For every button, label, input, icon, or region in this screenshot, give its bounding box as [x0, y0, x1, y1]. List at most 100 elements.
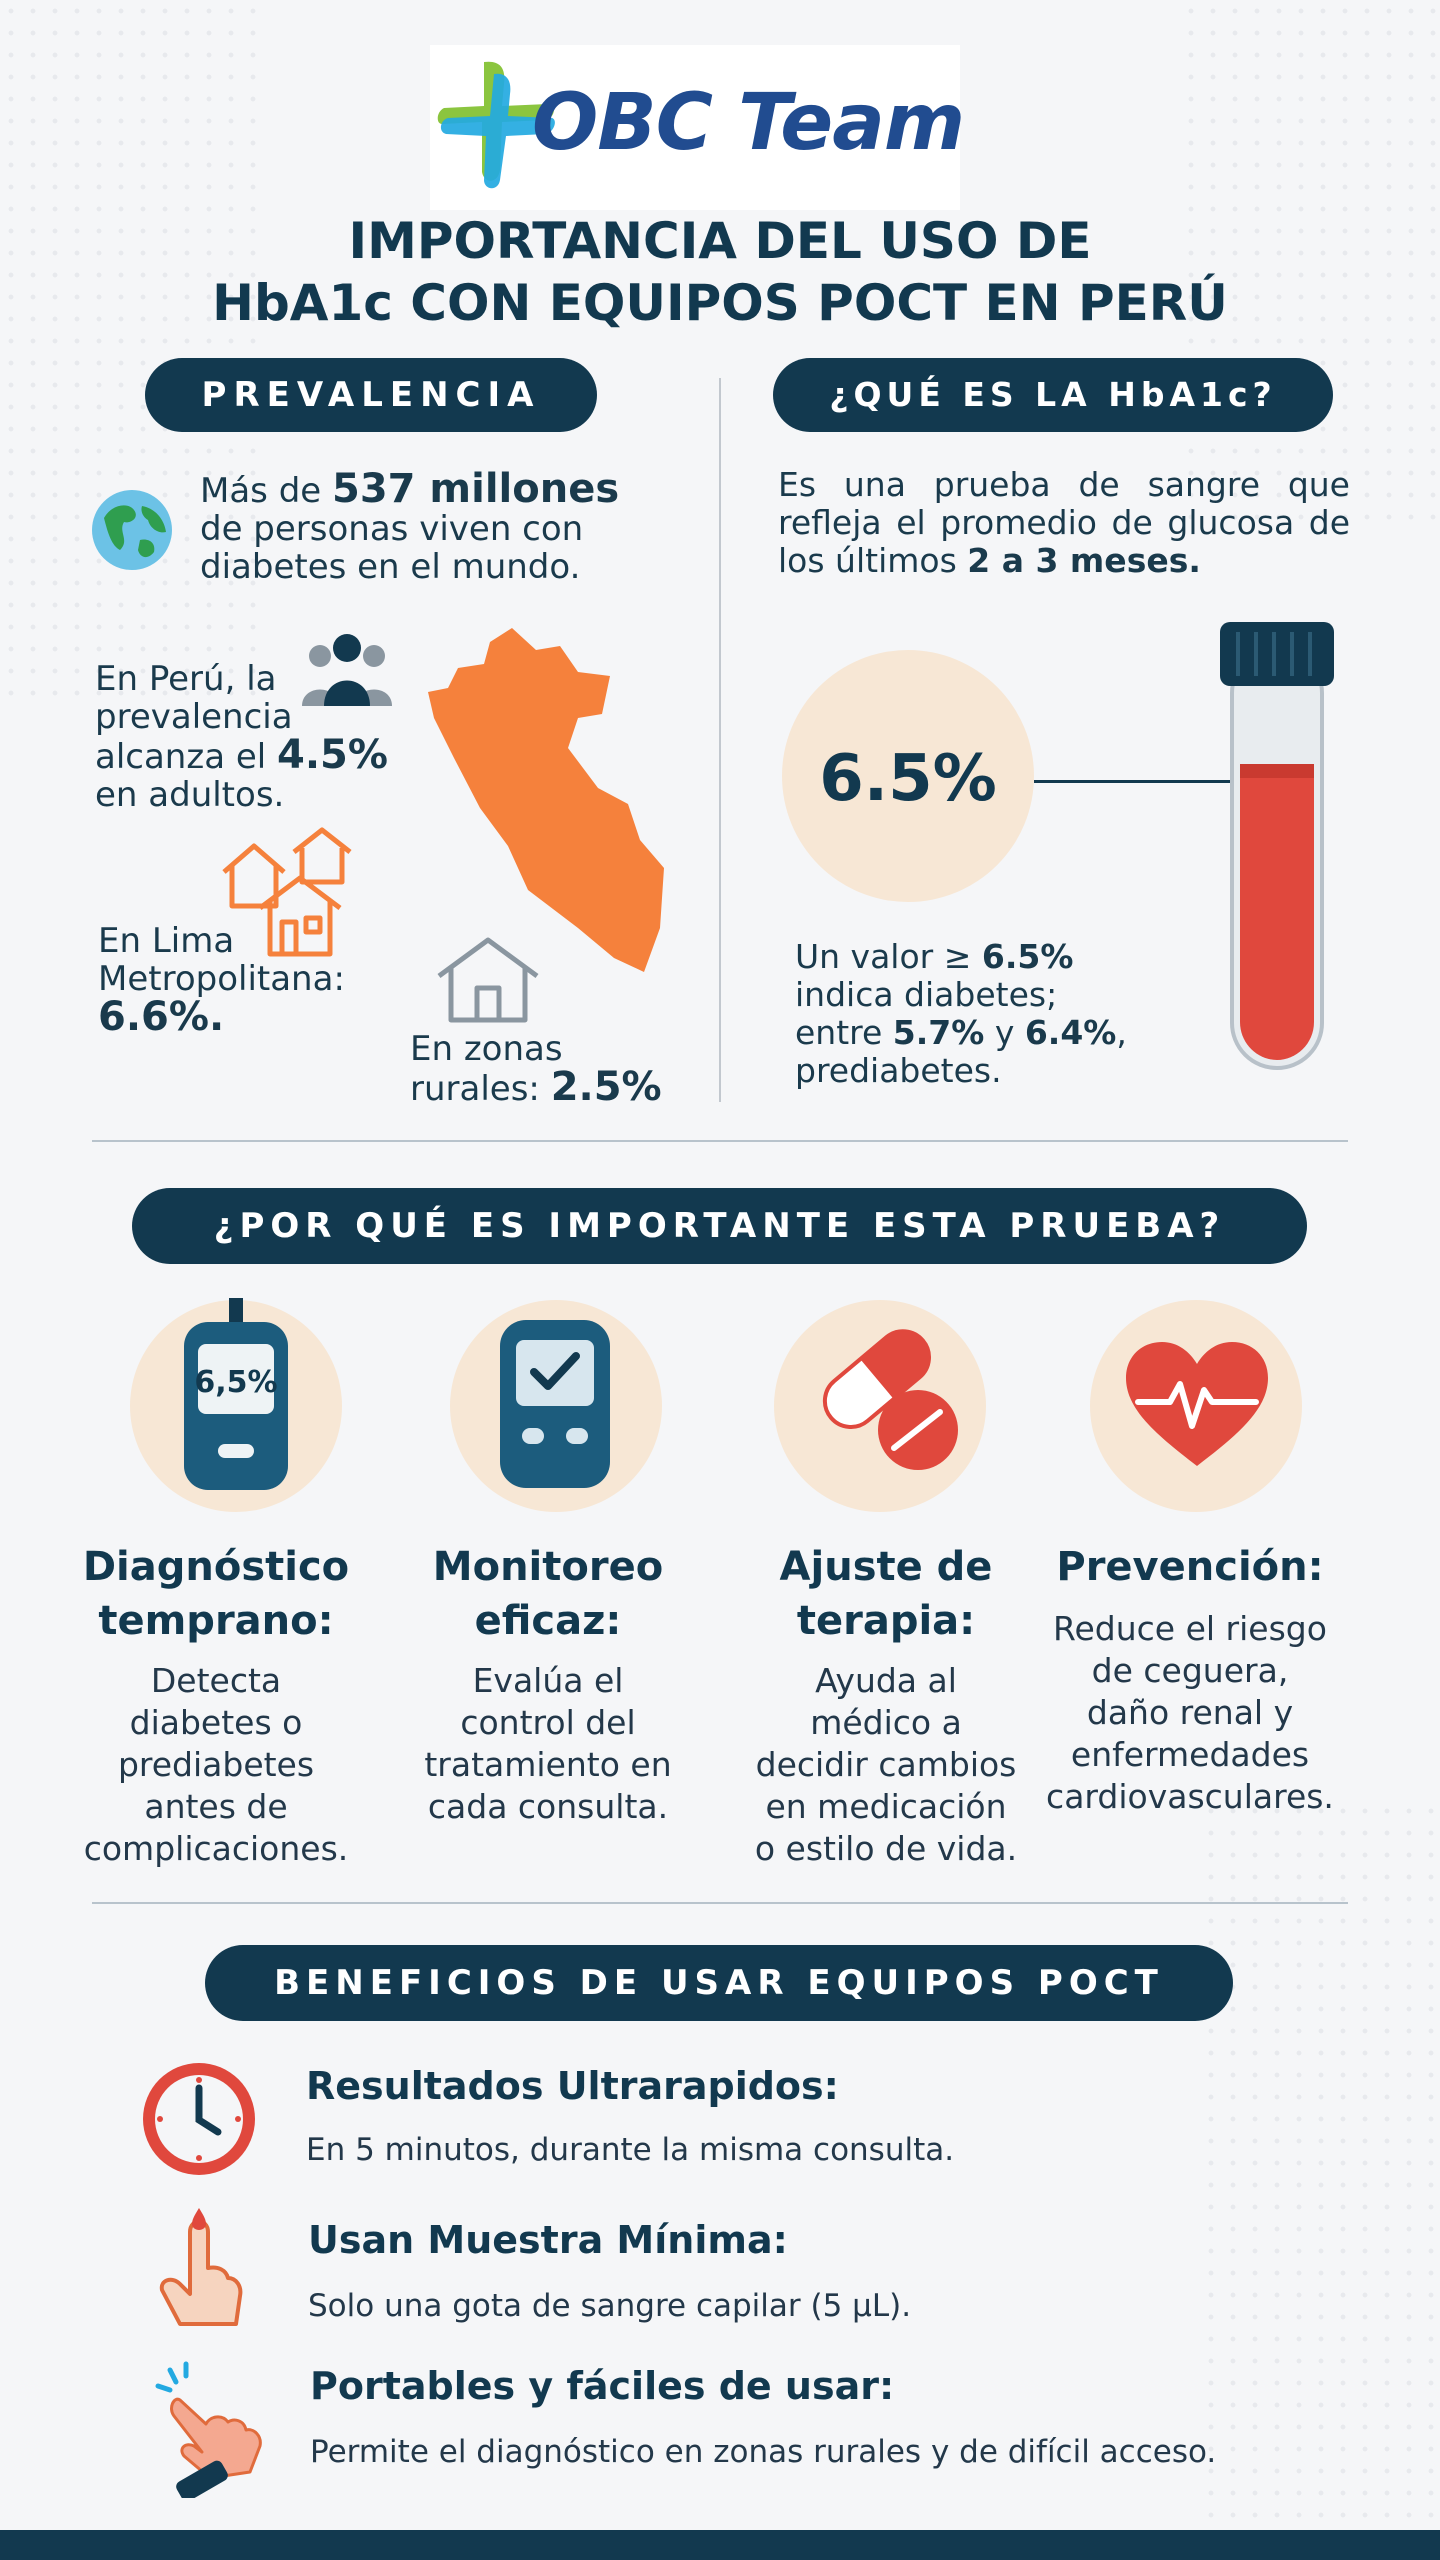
- feature-4-desc-line: de ceguera,: [1091, 1651, 1289, 1690]
- feature-4-desc-line: Reduce el riesgo: [1053, 1609, 1327, 1648]
- feature-4-desc: Reduce el riesgo de ceguera, daño renal …: [1040, 1608, 1340, 1818]
- feature-3-title-line-2: terapia:: [796, 1598, 976, 1644]
- clock-icon: [143, 2063, 255, 2175]
- feature-3-desc-line: en medicación: [765, 1787, 1007, 1826]
- peru-line-3-prefix: alcanza el: [95, 737, 278, 777]
- benefit-2-desc: Solo una gota de sangre capilar (5 µL).: [308, 2288, 912, 2324]
- pills-icon: [822, 1329, 958, 1470]
- feature-4-desc-line: enfermedades: [1070, 1735, 1310, 1774]
- threshold-note: Un valor ≥ 6.5% indica diabetes; entre 5…: [795, 938, 1127, 1090]
- feature-4-title-line-1: Prevención:: [1056, 1544, 1324, 1590]
- feature-2-title-line-2: eficaz:: [474, 1598, 622, 1644]
- lima-stat: En Lima Metropolitana: 6.6%.: [98, 921, 345, 1040]
- dot-pattern-bottom-right: [1200, 1800, 1440, 2520]
- people-icon: [302, 634, 392, 706]
- note-line-2: indica diabetes;: [795, 975, 1058, 1014]
- note-line-3-value-2: 6.4%: [1024, 1013, 1117, 1052]
- benefit-3-desc: Permite el diagnóstico en zonas rurales …: [310, 2434, 1217, 2470]
- feature-2-title-line-1: Monitoreo: [432, 1544, 664, 1590]
- rural-line-1: En zonas: [410, 1029, 563, 1069]
- peru-line-4: en adultos.: [95, 775, 285, 815]
- feature-1-desc-line: complicaciones.: [83, 1829, 349, 1868]
- prevalence-header: PREVALENCIA: [145, 358, 597, 432]
- what-is-header: ¿QUÉ ES LA HbA1c?: [773, 358, 1333, 432]
- glucometer-icon: 6,5%: [184, 1298, 288, 1490]
- peru-map-icon: [428, 628, 664, 972]
- houses-icon: [222, 827, 352, 957]
- importance-header: ¿POR QUÉ ES IMPORTANTE ESTA PRUEBA?: [132, 1188, 1307, 1264]
- feature-4-desc-line: cardiovasculares.: [1046, 1777, 1334, 1816]
- feature-2-desc-line: cada consulta.: [427, 1787, 669, 1826]
- section-divider-2: [92, 1902, 1348, 1904]
- benefit-3-title: Portables y fáciles de usar:: [310, 2364, 895, 2408]
- feature-2-title: Monitoreo eficaz:: [398, 1540, 698, 1648]
- note-line-3-value-1: 5.7%: [892, 1013, 985, 1052]
- world-line-3: diabetes en el mundo.: [200, 547, 581, 587]
- vertical-divider: [719, 378, 721, 1102]
- globe-icon: [92, 490, 172, 570]
- feature-1-desc-line: prediabetes: [117, 1745, 315, 1784]
- logo-cross-icon: [437, 61, 555, 189]
- feature-1-title-line-1: Diagnóstico: [82, 1544, 350, 1590]
- note-line-4: prediabetes.: [795, 1051, 1002, 1090]
- test-description-text: Es una prueba de sangre que refleja el p…: [778, 465, 1350, 580]
- note-line-1-value: 6.5%: [981, 937, 1074, 976]
- peru-line-2: prevalencia: [95, 697, 293, 737]
- feature-2-desc-line: control del: [460, 1703, 636, 1742]
- feature-1-desc-line: antes de: [144, 1787, 288, 1826]
- test-description-bold: 2 a 3 meses.: [967, 541, 1201, 580]
- feature-1-desc-line: Detecta: [150, 1661, 282, 1700]
- note-line-3-mid: y: [984, 1013, 1025, 1052]
- lima-value: 6.6%.: [98, 994, 225, 1040]
- note-line-1-prefix: Un valor ≥: [795, 937, 982, 976]
- footer-bar: [0, 2530, 1440, 2560]
- title-line-1: IMPORTANCIA DEL USO DE: [348, 212, 1092, 270]
- dot-pattern-top-right: [1180, 0, 1440, 520]
- house-icon: [437, 937, 539, 1023]
- note-line-3-suffix: ,: [1116, 1013, 1127, 1052]
- feature-2-desc: Evalúa el control del tratamiento en cad…: [398, 1660, 698, 1828]
- hand-tap-icon: [155, 2361, 262, 2498]
- world-stat: Más de 537 millones de personas viven co…: [200, 469, 619, 587]
- blood-tube-icon: [1220, 622, 1334, 1070]
- title-line-2: HbA1c CON EQUIPOS POCT EN PERÚ: [212, 274, 1228, 332]
- feature-4-desc-line: daño renal y: [1086, 1693, 1294, 1732]
- rural-prefix: rurales:: [410, 1069, 551, 1109]
- rural-stat: En zonas rurales: 2.5%: [410, 1030, 662, 1108]
- feature-4-title: Prevención:: [1040, 1540, 1340, 1594]
- feature-1-desc-line: diabetes o: [129, 1703, 303, 1742]
- feature-3-title-line-1: Ajuste de: [779, 1544, 993, 1590]
- benefit-1-title: Resultados Ultrarapidos:: [306, 2064, 839, 2108]
- connector-line: [1034, 780, 1234, 783]
- note-line-3-prefix: entre: [795, 1013, 893, 1052]
- glucometer-reading: 6,5%: [194, 1365, 277, 1400]
- world-highlight: 537 millones: [332, 466, 620, 512]
- feature-3-desc-line: decidir cambios: [755, 1745, 1017, 1784]
- lima-line-1: En Lima: [98, 921, 235, 961]
- feature-1-title: Diagnóstico temprano:: [66, 1540, 366, 1648]
- feature-1-desc: Detecta diabetes o prediabetes antes de …: [66, 1660, 366, 1870]
- page-title: IMPORTANCIA DEL USO DE HbA1c CON EQUIPOS…: [0, 210, 1440, 334]
- feature-3-desc-line: médico a: [810, 1703, 962, 1742]
- finger-drop-icon: [159, 2208, 243, 2326]
- test-description: Es una prueba de sangre que refleja el p…: [778, 466, 1350, 580]
- feature-2-desc-line: Evalúa el: [472, 1661, 624, 1700]
- threshold-value: 6.5%: [819, 742, 997, 816]
- logo-text: OBC Team: [532, 78, 965, 168]
- feature-3-desc: Ayuda al médico a decidir cambios en med…: [736, 1660, 1036, 1870]
- peru-line-1: En Perú, la: [95, 659, 277, 699]
- peru-stat: En Perú, la prevalencia alcanza el 4.5% …: [95, 660, 388, 814]
- threshold-circle: [782, 650, 1034, 902]
- dot-pattern-top-left: [0, 0, 260, 700]
- heart-pulse-icon: [1126, 1342, 1268, 1466]
- world-prefix: Más de: [200, 471, 332, 511]
- feature-3-desc-line: Ayuda al: [815, 1661, 957, 1700]
- peru-value: 4.5%: [277, 732, 388, 778]
- rural-value: 2.5%: [550, 1064, 662, 1110]
- monitor-check-icon: [500, 1320, 610, 1488]
- benefits-header: BENEFICIOS DE USAR EQUIPOS POCT: [205, 1945, 1233, 2021]
- section-divider-1: [92, 1140, 1348, 1142]
- world-line-2: de personas viven con: [200, 509, 584, 549]
- feature-3-title: Ajuste de terapia:: [736, 1540, 1036, 1648]
- benefit-1-desc: En 5 minutos, durante la misma consulta.: [306, 2132, 955, 2168]
